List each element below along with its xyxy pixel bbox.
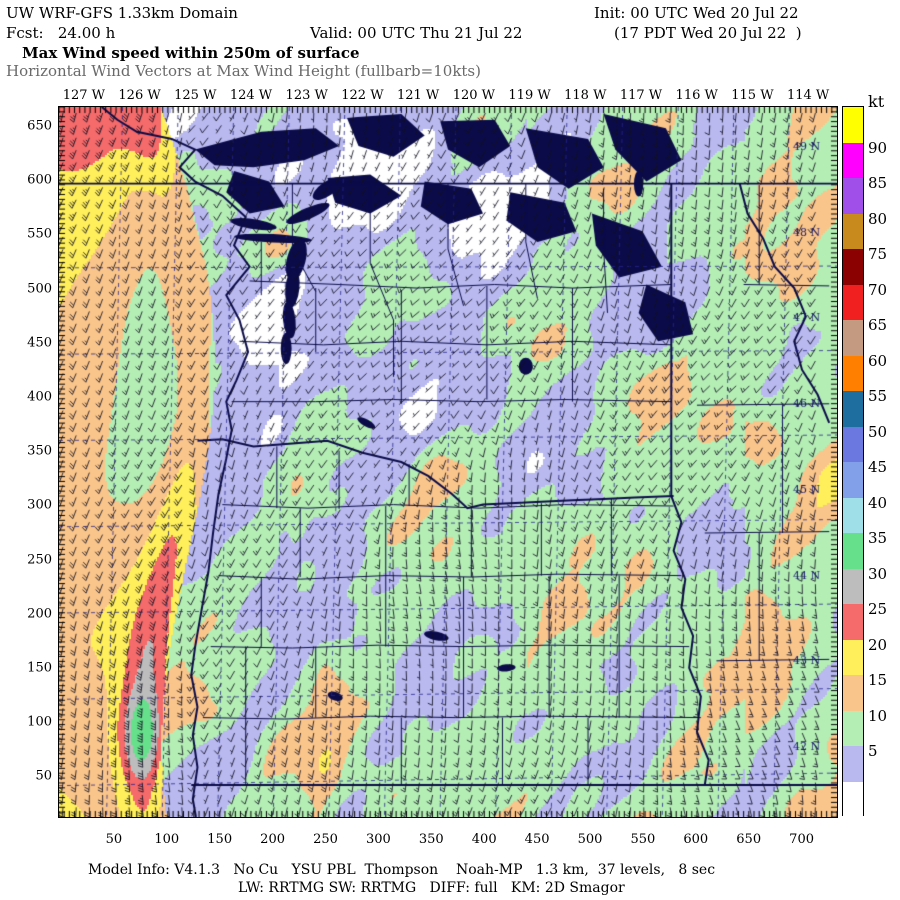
vector-description: Horizontal Wind Vectors at Max Wind Heig… bbox=[6, 62, 481, 80]
colorbar-tick: 20 bbox=[868, 635, 888, 654]
colorbar-tick: 75 bbox=[868, 245, 888, 263]
colorbar-band[interactable] bbox=[843, 497, 863, 533]
longitude-tick: 126 W bbox=[118, 88, 161, 103]
x-index-tick: 400 bbox=[471, 832, 497, 847]
wind-speed-map bbox=[59, 107, 837, 817]
longitude-tick: 125 W bbox=[174, 88, 217, 103]
y-index-tick: 150 bbox=[27, 660, 52, 676]
y-index-tick: 250 bbox=[27, 552, 52, 568]
colorbar-band[interactable] bbox=[843, 284, 863, 320]
colorbar-band[interactable] bbox=[843, 604, 863, 640]
x-index-tick: 600 bbox=[683, 832, 709, 847]
wind-speed-colorbar[interactable] bbox=[842, 106, 864, 817]
y-index-tick: 100 bbox=[27, 714, 52, 730]
header: UW WRF-GFS 1.33km Domain Init: 00 UTC We… bbox=[0, 0, 900, 84]
colorbar-band[interactable] bbox=[843, 639, 863, 675]
colorbar-tick: 65 bbox=[868, 316, 888, 334]
x-index-tick: 450 bbox=[524, 832, 550, 847]
colorbar-band[interactable] bbox=[843, 142, 863, 178]
longitude-tick: 114 W bbox=[786, 88, 830, 103]
colorbar-tick: 25 bbox=[868, 600, 888, 618]
colorbar-band[interactable] bbox=[843, 781, 863, 817]
longitude-tick: 118 W bbox=[564, 88, 607, 103]
x-index-tick: 300 bbox=[365, 832, 391, 847]
longitude-tick: 127 W bbox=[62, 88, 105, 103]
colorbar-tick: 35 bbox=[868, 529, 888, 547]
colorbar-band[interactable] bbox=[843, 533, 863, 569]
valid-time: Valid: 00 UTC Thu 21 Jul 22 bbox=[310, 24, 523, 42]
x-index-tick: 50 bbox=[105, 832, 123, 847]
colorbar-tick: 70 bbox=[868, 280, 888, 299]
colorbar-band[interactable] bbox=[843, 675, 863, 711]
colorbar-band[interactable] bbox=[843, 462, 863, 498]
y-index-tick: 200 bbox=[27, 606, 52, 622]
longitude-tick: 117 W bbox=[619, 88, 663, 103]
colorbar-band[interactable] bbox=[843, 213, 863, 249]
colorbar-band[interactable] bbox=[843, 178, 863, 214]
colorbar-tick: 80 bbox=[868, 209, 888, 228]
colorbar-band[interactable] bbox=[843, 710, 863, 746]
colorbar-band[interactable] bbox=[843, 107, 863, 143]
y-index-tick: 550 bbox=[27, 226, 52, 242]
model-info-line2: LW: RRTMG SW: RRTMG DIFF: full KM: 2D Sm… bbox=[238, 880, 625, 896]
longitude-tick: 123 W bbox=[285, 88, 328, 103]
colorbar-tick: 85 bbox=[868, 174, 888, 192]
colorbar-band[interactable] bbox=[843, 568, 863, 604]
y-index-tick: 650 bbox=[27, 118, 52, 134]
colorbar-band[interactable] bbox=[843, 391, 863, 427]
colorbar-tick: 45 bbox=[868, 458, 888, 476]
y-index-tick: 300 bbox=[27, 497, 52, 513]
longitude-tick: 124 W bbox=[229, 88, 273, 103]
colorbar-band[interactable] bbox=[843, 355, 863, 391]
domain-title: UW WRF-GFS 1.33km Domain bbox=[6, 4, 238, 22]
longitude-tick: 122 W bbox=[341, 88, 384, 103]
y-index-tick: 400 bbox=[27, 389, 52, 405]
colorbar-band[interactable] bbox=[843, 320, 863, 356]
map-plot-area[interactable] bbox=[58, 106, 838, 818]
colorbar-band[interactable] bbox=[843, 426, 863, 462]
init-time: Init: 00 UTC Wed 20 Jul 22 bbox=[594, 4, 799, 22]
longitude-tick: 119 W bbox=[508, 88, 551, 103]
x-index-tick: 550 bbox=[630, 832, 656, 847]
field-description: Max Wind speed within 250m of surface bbox=[22, 44, 360, 62]
colorbar-tick: 60 bbox=[868, 351, 888, 370]
x-index-tick: 700 bbox=[789, 832, 815, 847]
x-index-tick: 650 bbox=[736, 832, 762, 847]
x-index-tick: 500 bbox=[577, 832, 603, 847]
x-index-tick: 100 bbox=[154, 832, 180, 847]
colorbar-unit-label: kt bbox=[868, 92, 885, 111]
x-index-tick: 200 bbox=[260, 832, 286, 847]
x-index-tick: 350 bbox=[418, 832, 444, 847]
colorbar-tick: 40 bbox=[868, 493, 888, 512]
y-index-tick: 350 bbox=[27, 443, 52, 459]
x-index-tick: 150 bbox=[207, 832, 233, 847]
colorbar-tick: 10 bbox=[868, 706, 888, 725]
y-index-tick: 450 bbox=[27, 335, 52, 351]
colorbar-tick: 90 bbox=[868, 138, 888, 157]
colorbar-band[interactable] bbox=[843, 746, 863, 782]
longitude-tick: 116 W bbox=[675, 88, 718, 103]
colorbar-tick: 50 bbox=[868, 422, 888, 441]
y-index-tick: 600 bbox=[27, 172, 52, 188]
colorbar-band[interactable] bbox=[843, 249, 863, 285]
longitude-tick: 120 W bbox=[452, 88, 495, 103]
y-index-tick: 500 bbox=[27, 281, 52, 297]
longitude-tick: 115 W bbox=[731, 88, 774, 103]
y-index-tick: 50 bbox=[35, 768, 52, 784]
colorbar-tick: 55 bbox=[868, 387, 888, 405]
forecast-hour: Fcst: 24.00 h bbox=[6, 24, 116, 42]
model-info-line1: Model Info: V4.1.3 No Cu YSU PBL Thompso… bbox=[88, 862, 716, 878]
colorbar-tick: 30 bbox=[868, 564, 888, 583]
colorbar-tick: 15 bbox=[868, 671, 888, 689]
x-index-tick: 250 bbox=[313, 832, 338, 847]
colorbar-tick: 5 bbox=[868, 742, 878, 760]
longitude-tick: 121 W bbox=[396, 88, 440, 103]
local-time: (17 PDT Wed 20 Jul 22 ) bbox=[614, 24, 802, 42]
